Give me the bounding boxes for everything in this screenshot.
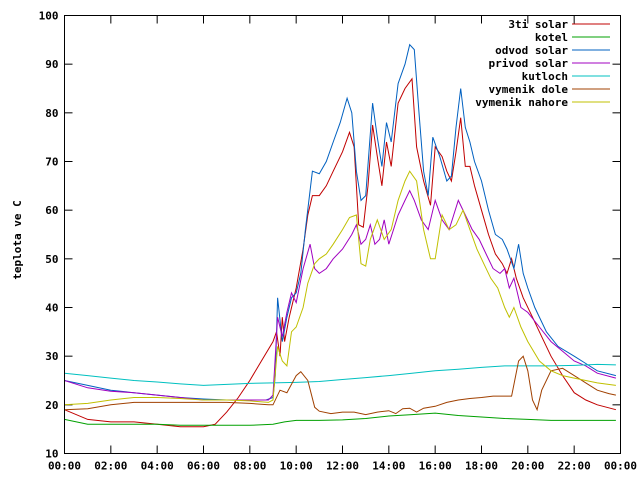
- legend-label: vymenik dole: [489, 83, 569, 96]
- x-tick-label: 04:00: [141, 460, 174, 473]
- legend-label: kotel: [535, 31, 568, 44]
- y-tick-label: 80: [45, 107, 58, 120]
- legend-label: privod solar: [489, 57, 569, 70]
- series-line-privod-solar: [64, 189, 617, 401]
- y-tick-label: 60: [45, 204, 58, 217]
- series-line-kutloch: [64, 363, 616, 386]
- plot-frame: [64, 15, 621, 454]
- y-axis-label: teplota ve C: [11, 200, 24, 279]
- x-tick-label: 10:00: [280, 460, 313, 473]
- y-tick-label: 10: [45, 448, 58, 461]
- x-tick-label: 16:00: [419, 460, 452, 473]
- legend-label: 3ti solar: [508, 18, 568, 31]
- y-tick-label: 20: [45, 399, 58, 412]
- legend-label: odvod solar: [495, 44, 568, 57]
- series-line-3ti-solar: [64, 77, 617, 428]
- x-tick-label: 00:00: [48, 460, 81, 473]
- series-lines: [64, 43, 617, 428]
- series-line-vymenik-dole: [64, 355, 617, 416]
- y-tick-label: 30: [45, 350, 58, 363]
- x-tick-label: 02:00: [94, 460, 127, 473]
- x-tick-label: 14:00: [372, 460, 405, 473]
- axis-ticks: 10 20 30 40 50 60 70 80 90 100 00:00 02:00 04:00 06:0…: [39, 10, 637, 473]
- x-tick-label: 06:00: [187, 460, 220, 473]
- series-line-vymenik-nahore: [64, 170, 616, 406]
- legend-label: vymenik nahore: [475, 96, 568, 109]
- x-tick-label: 20:00: [511, 460, 544, 473]
- x-tick-label: 22:00: [558, 460, 591, 473]
- x-tick-label: 08:00: [233, 460, 266, 473]
- y-tick-label: 70: [45, 156, 58, 169]
- x-tick-label: 18:00: [465, 460, 498, 473]
- x-tick-label: 00:00: [604, 460, 637, 473]
- y-tick-label: 90: [45, 58, 58, 71]
- y-tick-label: 100: [39, 10, 59, 23]
- y-tick-label: 40: [45, 302, 58, 315]
- y-tick-label: 50: [45, 253, 58, 266]
- legend-label: kutloch: [522, 70, 568, 83]
- series-line-kotel: [64, 412, 616, 426]
- x-tick-label: 12:00: [326, 460, 359, 473]
